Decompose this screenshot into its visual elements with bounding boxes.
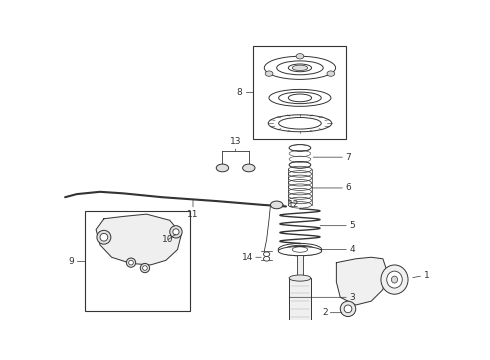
Text: 7: 7: [313, 153, 351, 162]
Ellipse shape: [264, 252, 270, 256]
Ellipse shape: [292, 65, 308, 71]
Ellipse shape: [100, 233, 108, 241]
Ellipse shape: [143, 266, 147, 270]
Text: 9: 9: [68, 257, 73, 266]
Ellipse shape: [129, 260, 133, 265]
Ellipse shape: [97, 230, 111, 244]
Ellipse shape: [289, 275, 311, 281]
Text: 14: 14: [242, 253, 261, 262]
Bar: [297, 255, 303, 278]
Text: 6: 6: [312, 184, 351, 193]
Ellipse shape: [264, 256, 270, 261]
Ellipse shape: [340, 301, 356, 316]
Ellipse shape: [170, 226, 182, 238]
Bar: [285, 320, 316, 337]
Ellipse shape: [327, 71, 335, 76]
Text: 8: 8: [237, 88, 243, 97]
Ellipse shape: [140, 264, 149, 273]
Ellipse shape: [270, 201, 283, 209]
Polygon shape: [336, 257, 387, 305]
Ellipse shape: [387, 271, 402, 288]
Text: 3: 3: [289, 293, 355, 302]
Ellipse shape: [243, 164, 255, 172]
Bar: [84, 211, 190, 311]
Bar: [289, 278, 311, 320]
Ellipse shape: [278, 247, 321, 256]
Ellipse shape: [216, 164, 229, 172]
Text: 4: 4: [320, 245, 355, 254]
Ellipse shape: [173, 229, 179, 235]
Ellipse shape: [344, 305, 352, 313]
Ellipse shape: [265, 71, 273, 76]
Text: 1: 1: [424, 271, 430, 280]
Polygon shape: [96, 214, 181, 265]
Text: 12: 12: [288, 201, 299, 210]
Text: 5: 5: [320, 221, 355, 230]
Ellipse shape: [381, 265, 408, 294]
Bar: [253, 46, 346, 139]
Text: 11: 11: [187, 200, 199, 219]
Text: 13: 13: [230, 137, 242, 151]
Ellipse shape: [392, 276, 397, 283]
Ellipse shape: [126, 258, 136, 267]
Ellipse shape: [296, 54, 304, 59]
Text: 10: 10: [163, 234, 176, 244]
Text: 2: 2: [322, 308, 342, 317]
